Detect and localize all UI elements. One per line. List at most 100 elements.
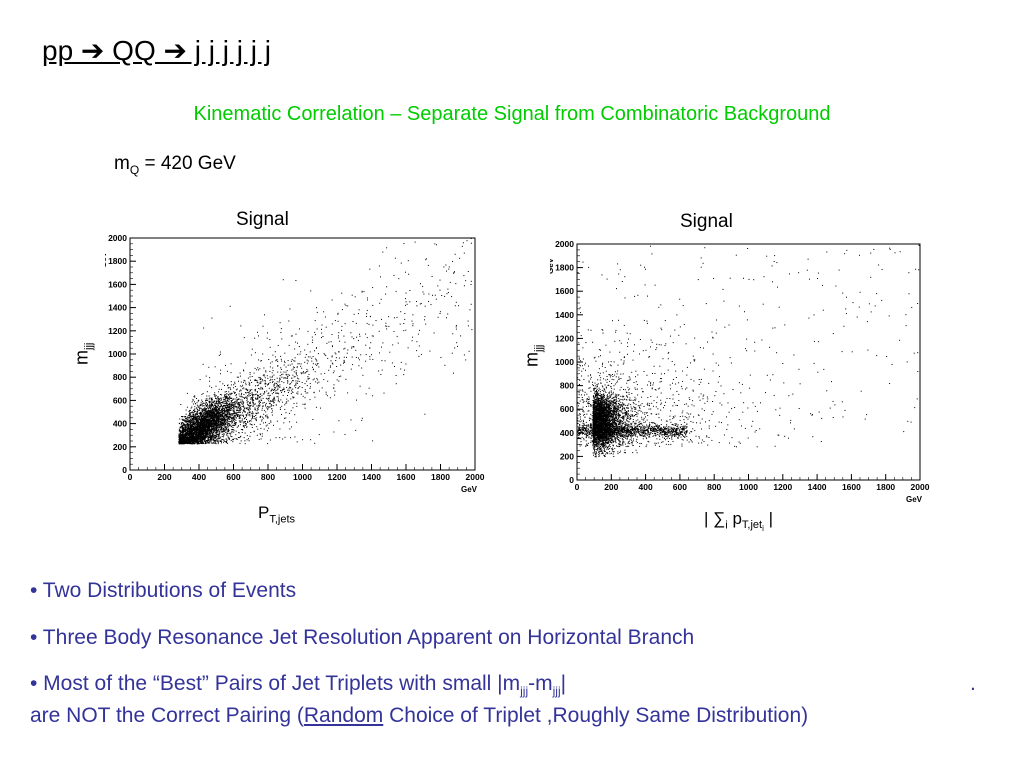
chart1-point	[213, 431, 215, 433]
chart1-point	[194, 437, 196, 439]
chart1-point	[194, 436, 196, 437]
chart1-point	[195, 426, 197, 428]
chart1-point	[196, 425, 198, 427]
chart1-point	[232, 401, 234, 403]
chart1-point	[204, 432, 206, 434]
chart1-point	[204, 436, 206, 438]
chart1-point	[214, 425, 216, 427]
chart1-point	[193, 423, 195, 425]
chart1-point	[222, 439, 224, 440]
chart1-point	[277, 365, 279, 367]
chart1-point	[257, 367, 259, 369]
chart1-point	[184, 433, 186, 435]
chart1-point	[287, 381, 289, 383]
chart1-point	[405, 298, 406, 300]
chart1-point	[210, 418, 212, 419]
chart1-point	[217, 421, 219, 422]
chart1-point	[210, 438, 212, 440]
chart1-point	[317, 382, 319, 384]
chart1-point	[244, 380, 246, 382]
chart1-point	[230, 392, 232, 394]
chart1-point	[283, 377, 285, 379]
chart1-point	[203, 427, 205, 429]
chart1-point	[224, 398, 226, 400]
chart1-point	[266, 390, 268, 392]
chart1-point	[395, 375, 397, 376]
chart1-point	[252, 399, 254, 401]
chart1-point	[339, 340, 341, 342]
chart1-point	[382, 251, 384, 253]
chart1-point	[249, 411, 251, 413]
chart1-point	[260, 402, 261, 404]
chart1-point	[197, 431, 199, 433]
chart1-point	[262, 380, 264, 382]
chart1-point	[183, 436, 185, 438]
chart1-point	[241, 402, 243, 404]
chart1-point	[202, 438, 204, 440]
chart1-point	[257, 412, 259, 414]
chart1-point	[297, 377, 298, 379]
chart1-point	[233, 412, 235, 414]
chart1-point	[256, 385, 258, 387]
chart1-point	[179, 438, 181, 440]
chart1-point	[359, 333, 360, 335]
chart1-point	[201, 422, 203, 424]
chart1-point	[277, 387, 279, 389]
chart1-point	[207, 409, 209, 411]
chart1-point	[257, 406, 259, 408]
chart1-point	[194, 439, 196, 441]
chart1-point	[181, 441, 183, 443]
chart1-point	[235, 424, 237, 426]
chart1-point	[216, 433, 218, 435]
chart1-point	[238, 407, 240, 409]
chart1-point	[195, 420, 197, 422]
chart1-point	[265, 370, 267, 372]
chart1-point	[211, 413, 213, 415]
chart1-point	[180, 433, 182, 435]
chart1-point	[268, 423, 270, 424]
chart1-point	[242, 396, 244, 398]
chart1-point	[197, 425, 199, 427]
chart1-point	[314, 320, 316, 322]
chart1-point	[185, 429, 186, 431]
chart1-point	[240, 396, 242, 398]
chart1-point	[214, 440, 216, 442]
chart1-point	[231, 436, 233, 438]
chart1-point	[225, 415, 227, 417]
chart1-point	[219, 438, 220, 440]
chart1-point	[183, 420, 185, 422]
chart1-point	[188, 413, 190, 415]
chart1-point	[197, 420, 199, 422]
chart1-point	[222, 424, 224, 426]
chart1-point	[209, 438, 211, 440]
chart1-point	[191, 425, 193, 427]
chart1-point	[257, 394, 259, 396]
chart1-point	[231, 417, 233, 419]
chart1-point	[243, 397, 245, 399]
chart1-point	[361, 290, 363, 292]
chart1-point	[301, 367, 303, 369]
chart1-point	[197, 442, 199, 444]
chart1-point	[189, 423, 191, 425]
chart1-point	[249, 383, 251, 385]
chart1-point	[236, 376, 238, 378]
chart1-point	[189, 426, 191, 428]
chart1-point	[259, 381, 261, 383]
chart1-point	[214, 421, 216, 423]
chart1-point	[197, 426, 199, 428]
chart1-point	[361, 419, 363, 421]
chart1-point	[213, 424, 215, 426]
chart1-point	[215, 434, 217, 436]
chart1-point	[231, 418, 232, 420]
chart1-point	[196, 426, 198, 428]
chart1-point	[264, 383, 266, 385]
chart1-point	[227, 421, 229, 423]
chart1-point	[290, 335, 292, 337]
chart1-point	[455, 326, 457, 328]
chart1-point	[216, 410, 218, 412]
chart1-point	[243, 426, 245, 428]
chart1-point	[196, 438, 198, 440]
chart1-point	[199, 440, 201, 442]
chart1-point	[210, 421, 212, 422]
chart1-point	[394, 366, 395, 367]
